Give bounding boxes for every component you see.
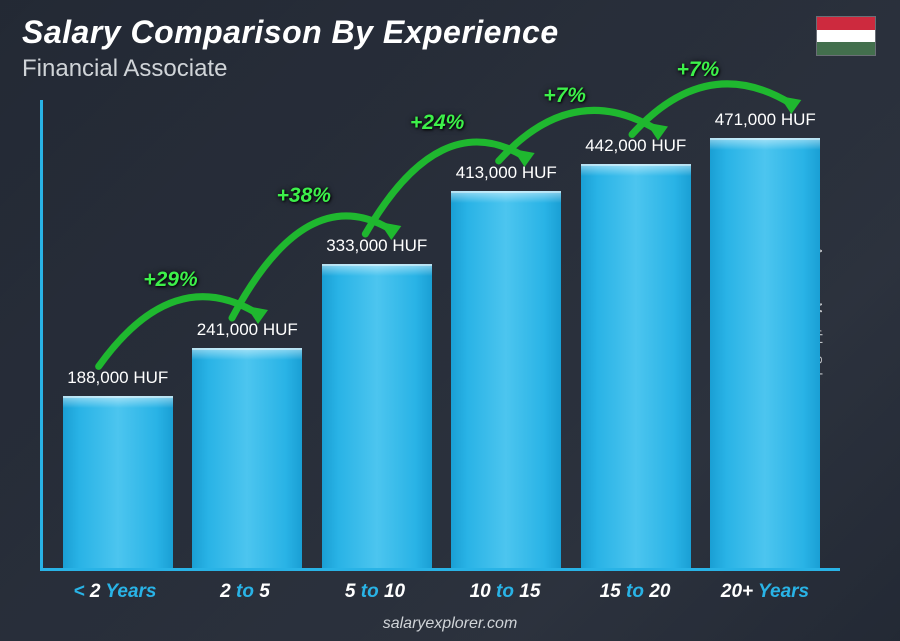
- bars-container: 188,000 HUF 241,000 HUF 333,000 HUF 413,…: [43, 100, 840, 568]
- bar-rect: [451, 191, 561, 568]
- bar-value-label: 413,000 HUF: [436, 163, 576, 183]
- header: Salary Comparison By Experience Financia…: [22, 14, 559, 83]
- bar: 333,000 HUF: [322, 264, 432, 568]
- bar-rect: [322, 264, 432, 568]
- increase-pct: +29%: [143, 268, 197, 292]
- increase-pct: +7%: [677, 58, 720, 82]
- bar-value-label: 442,000 HUF: [566, 136, 706, 156]
- chart-title: Salary Comparison By Experience: [22, 14, 559, 51]
- increase-pct: +24%: [410, 111, 464, 135]
- x-axis-label: 10 to 15: [450, 581, 560, 603]
- flag-stripe-top: [817, 17, 875, 30]
- increase-pct: +7%: [543, 84, 586, 108]
- chart-subtitle: Financial Associate: [22, 55, 559, 83]
- flag-stripe-bot: [817, 42, 875, 55]
- bar-rect: [63, 396, 173, 568]
- bar: 188,000 HUF: [63, 396, 173, 568]
- bar-rect: [192, 348, 302, 568]
- x-axis-label: 15 to 20: [580, 581, 690, 603]
- bar-value-label: 333,000 HUF: [307, 236, 447, 256]
- bar: 413,000 HUF: [451, 191, 561, 568]
- bar-value-label: 188,000 HUF: [48, 368, 188, 388]
- x-axis-label: 2 to 5: [190, 581, 300, 603]
- bar-value-label: 241,000 HUF: [177, 320, 317, 340]
- x-axis-label: 5 to 10: [320, 581, 430, 603]
- x-axis-label: < 2 Years: [60, 581, 170, 603]
- bar: 241,000 HUF: [192, 348, 302, 568]
- increase-pct: +38%: [277, 184, 331, 208]
- country-flag: [816, 16, 876, 56]
- bar: 442,000 HUF: [581, 164, 691, 568]
- footer-credit: salaryexplorer.com: [0, 615, 900, 633]
- x-labels: < 2 Years 2 to 5 5 to 10 10 to 15 15 to 20 20…: [40, 581, 840, 603]
- x-axis-label: 20+ Years: [710, 581, 820, 603]
- bar-rect: [710, 138, 820, 568]
- chart-area: 188,000 HUF 241,000 HUF 333,000 HUF 413,…: [40, 100, 840, 571]
- bar-rect: [581, 164, 691, 568]
- bar: 471,000 HUF: [710, 138, 820, 568]
- flag-stripe-mid: [817, 30, 875, 43]
- bar-value-label: 471,000 HUF: [695, 110, 835, 130]
